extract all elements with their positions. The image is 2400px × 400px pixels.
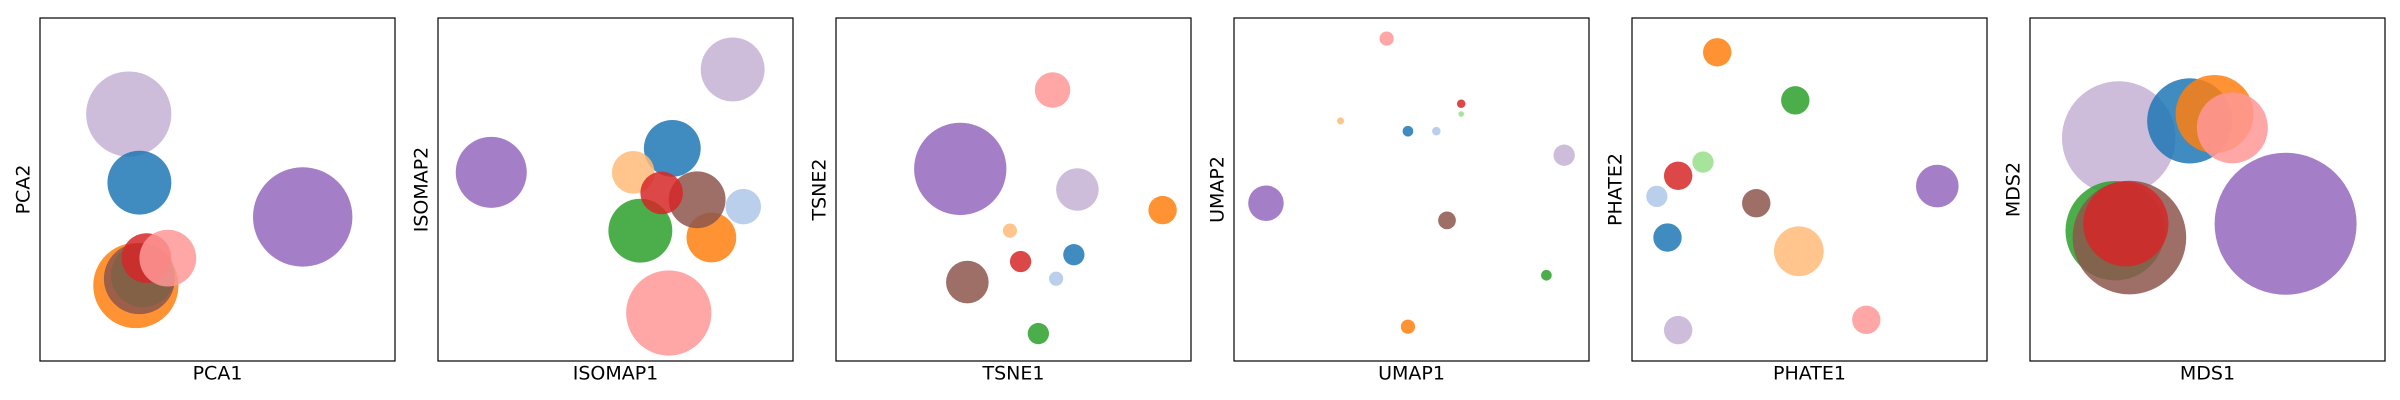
cluster-point	[640, 171, 683, 215]
cluster-point	[608, 198, 673, 263]
panel	[1646, 38, 1959, 345]
axes-frame	[2029, 17, 2386, 362]
cluster-point	[455, 136, 527, 208]
cluster-point	[1663, 161, 1693, 190]
cluster-point	[1916, 164, 1959, 208]
cluster-point	[1148, 195, 1177, 225]
cluster-point	[1034, 72, 1071, 108]
cluster-point	[2061, 81, 2176, 195]
axes-frame	[1631, 17, 1988, 362]
cluster-point	[1438, 211, 1456, 230]
cluster-point	[1248, 185, 1284, 221]
panel	[455, 37, 765, 356]
x-axis-label: PHATE1	[1773, 363, 1846, 385]
x-axis-label: MDS1	[2180, 363, 2235, 385]
cluster-point	[1063, 244, 1085, 266]
cluster-point	[1056, 168, 1099, 211]
cluster-point	[1402, 125, 1414, 137]
cluster-point	[914, 122, 1007, 216]
panel	[86, 71, 353, 329]
cluster-point	[626, 270, 712, 356]
axes-frame	[1233, 17, 1590, 362]
cluster-point	[2196, 92, 2268, 164]
cluster-point	[1049, 271, 1064, 286]
cluster-point	[1456, 99, 1466, 109]
y-axis-label: PHATE2	[1605, 153, 1627, 226]
panel	[2061, 74, 2357, 295]
cluster-point	[1663, 315, 1693, 345]
x-axis-label: UMAP1	[1378, 363, 1445, 385]
cluster-point	[643, 119, 701, 177]
y-axis-label: ISOMAP2	[411, 147, 433, 233]
y-axis-label: MDS2	[2003, 162, 2025, 217]
y-axis-label: UMAP2	[1207, 156, 1229, 223]
cluster-point	[2214, 152, 2357, 295]
x-axis-label: PCA1	[193, 363, 243, 385]
cluster-point	[2083, 181, 2169, 267]
x-axis-label: TSNE1	[982, 363, 1045, 385]
cluster-point	[1336, 117, 1345, 125]
panel	[1248, 31, 1575, 334]
cluster-point	[1653, 223, 1682, 252]
cluster-point	[1553, 144, 1575, 166]
cluster-point	[107, 150, 172, 215]
cluster-point	[1009, 250, 1032, 273]
cluster-point	[1541, 269, 1552, 281]
y-axis-label: TSNE2	[809, 159, 831, 222]
cluster-point	[725, 188, 762, 225]
x-axis-label: ISOMAP1	[573, 363, 659, 385]
axes-frame	[39, 17, 396, 362]
cluster-point	[139, 229, 197, 287]
cluster-point	[1742, 189, 1771, 218]
cluster-point	[86, 71, 172, 157]
cluster-point	[1027, 322, 1049, 345]
cluster-point	[1646, 185, 1668, 208]
cluster-point	[1703, 38, 1732, 67]
panel	[914, 72, 1177, 345]
cluster-point	[1774, 226, 1824, 277]
cluster-point	[1379, 31, 1394, 46]
cluster-point	[946, 260, 989, 304]
cluster-point	[1692, 151, 1714, 173]
cluster-point	[253, 167, 353, 267]
cluster-point	[1781, 86, 1810, 115]
axes-frame	[437, 17, 794, 362]
y-axis-label: PCA2	[13, 165, 35, 215]
cluster-point	[700, 37, 765, 102]
cluster-point	[668, 171, 726, 229]
cluster-point	[1458, 111, 1465, 117]
cluster-point	[1432, 126, 1441, 136]
cluster-point	[1400, 319, 1416, 334]
cluster-point	[1852, 305, 1881, 335]
cluster-point	[1002, 223, 1018, 238]
axes-frame	[835, 17, 1192, 362]
